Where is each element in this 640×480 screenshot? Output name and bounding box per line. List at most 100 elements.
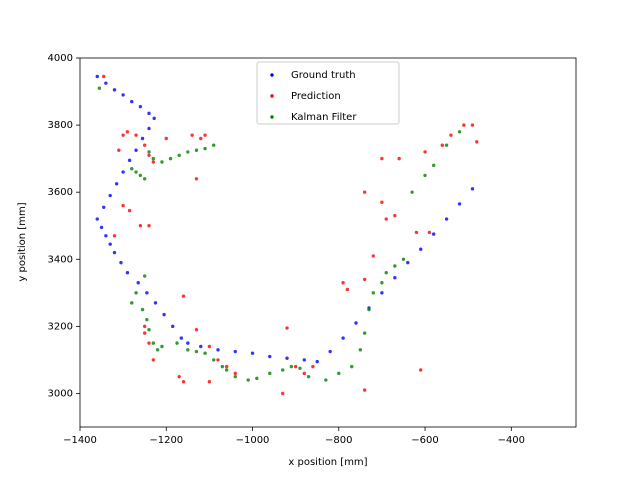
- point: [130, 301, 134, 305]
- point: [354, 321, 358, 325]
- point: [127, 158, 132, 163]
- point: [449, 133, 453, 137]
- point: [341, 281, 345, 285]
- point: [293, 364, 298, 369]
- point: [142, 177, 147, 181]
- point: [142, 324, 147, 329]
- point: [162, 312, 166, 317]
- point: [194, 148, 199, 152]
- point: [367, 307, 371, 312]
- y-tick-label: 4000: [48, 53, 73, 64]
- point: [203, 133, 207, 137]
- point: [151, 358, 156, 362]
- y-tick-label: 3800: [48, 120, 73, 131]
- point: [362, 190, 367, 194]
- point: [117, 148, 121, 152]
- point: [104, 81, 108, 85]
- point: [302, 371, 306, 376]
- point: [134, 170, 138, 174]
- point: [108, 193, 112, 198]
- point: [393, 276, 397, 280]
- point: [147, 150, 151, 154]
- point: [152, 116, 156, 121]
- point: [134, 291, 138, 295]
- point: [250, 351, 255, 355]
- point: [350, 364, 354, 369]
- point: [102, 205, 106, 209]
- point: [384, 217, 388, 221]
- point: [153, 301, 158, 305]
- point: [371, 291, 375, 295]
- point: [431, 232, 436, 236]
- point: [199, 344, 203, 349]
- point: [419, 368, 423, 372]
- y-axis-label: y position [mm]: [17, 202, 28, 281]
- point: [168, 156, 173, 161]
- point: [457, 130, 462, 134]
- point: [233, 349, 237, 354]
- x-tick-label: −1000: [236, 435, 270, 446]
- point: [444, 143, 449, 147]
- y-tick-label: 3000: [48, 388, 73, 399]
- point: [186, 348, 190, 352]
- point: [362, 331, 367, 335]
- y-tick-label: 3600: [48, 187, 73, 198]
- point: [246, 378, 250, 382]
- point: [114, 182, 119, 186]
- point: [285, 326, 289, 330]
- point: [181, 294, 186, 298]
- point: [151, 156, 156, 161]
- point: [298, 366, 302, 370]
- point: [130, 167, 134, 171]
- point: [216, 358, 220, 362]
- point: [177, 374, 181, 379]
- point: [199, 136, 203, 141]
- point: [255, 376, 259, 381]
- point: [285, 356, 289, 360]
- point: [212, 143, 216, 147]
- point: [127, 208, 132, 213]
- point: [142, 331, 147, 335]
- point: [147, 111, 151, 116]
- point: [136, 281, 140, 285]
- point: [121, 133, 125, 137]
- y-tick-label: 3200: [48, 321, 73, 332]
- point: [119, 260, 123, 265]
- point: [138, 224, 143, 228]
- point: [281, 391, 285, 396]
- point: [397, 156, 401, 161]
- point: [95, 74, 99, 79]
- point: [419, 247, 423, 251]
- legend-marker: [270, 94, 274, 98]
- legend-box: [256, 61, 400, 125]
- point: [444, 217, 449, 221]
- x-tick-label: −400: [498, 435, 525, 446]
- point: [233, 371, 237, 376]
- point: [121, 170, 125, 174]
- point: [145, 291, 149, 295]
- point: [99, 225, 104, 230]
- point: [181, 380, 186, 384]
- point: [380, 291, 384, 295]
- point: [142, 143, 147, 147]
- point: [112, 234, 117, 238]
- point: [431, 163, 436, 168]
- point: [423, 150, 427, 154]
- point: [203, 146, 207, 151]
- point: [160, 160, 164, 164]
- point: [186, 341, 190, 345]
- point: [470, 187, 475, 191]
- x-tick-label: −800: [325, 435, 352, 446]
- point: [224, 368, 229, 372]
- point: [406, 260, 410, 265]
- point: [203, 351, 207, 355]
- point: [362, 277, 367, 282]
- point: [414, 230, 419, 235]
- point: [207, 380, 212, 384]
- point: [160, 344, 164, 349]
- point: [147, 328, 151, 332]
- point: [134, 148, 138, 152]
- point: [440, 143, 444, 147]
- point: [328, 349, 332, 354]
